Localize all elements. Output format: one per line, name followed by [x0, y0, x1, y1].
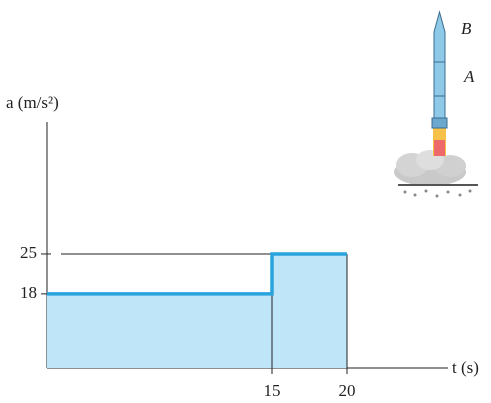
y-axis-label: a (m/s²) — [6, 93, 59, 112]
x-axis-label: t (s) — [452, 358, 479, 377]
x-tick-label: 20 — [339, 381, 356, 400]
area — [47, 253, 347, 368]
y-tick-label: 25 — [20, 243, 37, 262]
rocket-illustration — [394, 10, 478, 198]
annotation: A — [463, 67, 475, 86]
annotation: B — [461, 19, 472, 38]
y-tick-label: 18 — [20, 283, 37, 302]
x-tick-label: 15 — [264, 381, 281, 400]
step-line — [47, 252, 347, 296]
